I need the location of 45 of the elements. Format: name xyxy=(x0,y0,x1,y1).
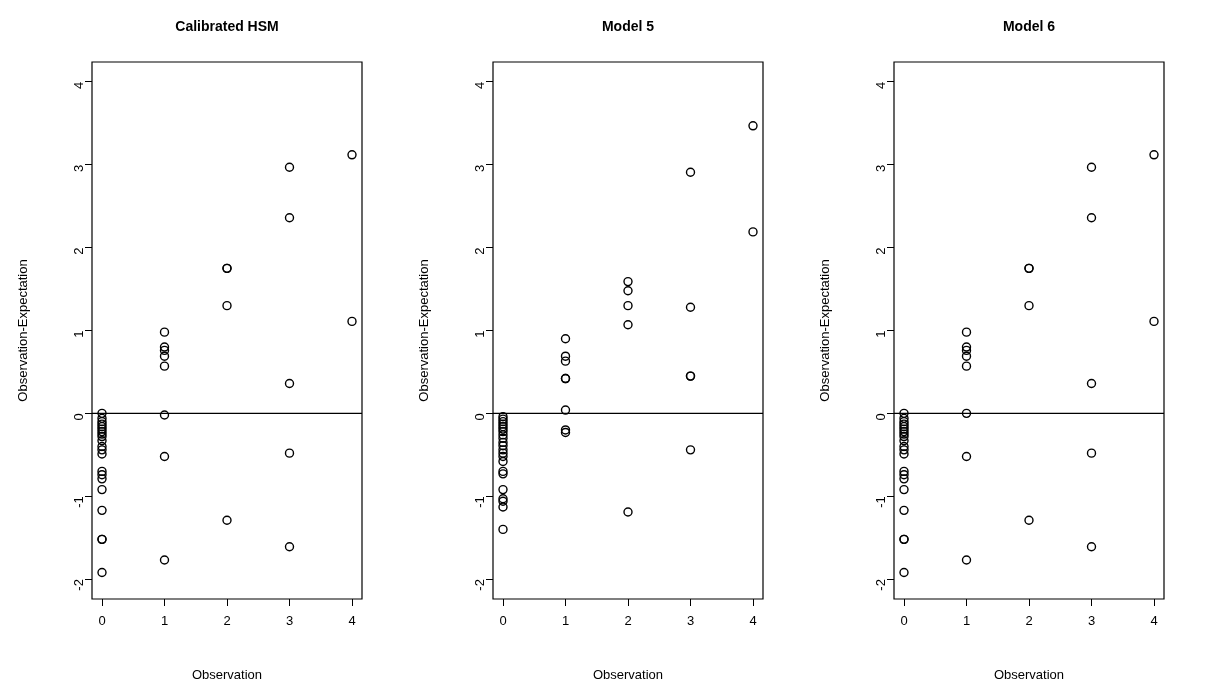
x-tick-label: 2 xyxy=(624,613,632,629)
y-tick-label: 0 xyxy=(70,413,86,421)
x-tick-label: 4 xyxy=(1150,613,1158,629)
y-tick-label: 4 xyxy=(471,81,487,90)
y-tick-label: -2 xyxy=(872,579,888,591)
y-axis-title: Observation-Expectation xyxy=(416,259,432,402)
y-tick-label: 3 xyxy=(872,164,888,172)
x-tick-label: 0 xyxy=(499,613,507,629)
x-tick-label: 4 xyxy=(749,613,757,629)
y-tick-label: 3 xyxy=(471,164,487,172)
y-tick-label: 0 xyxy=(872,413,888,421)
y-tick-label: -2 xyxy=(70,579,86,591)
chart-title: Calibrated HSM xyxy=(175,17,279,34)
y-tick-label: 4 xyxy=(872,81,888,90)
y-tick-label: -1 xyxy=(471,496,487,508)
y-tick-label: 1 xyxy=(872,330,888,338)
x-tick-label: 0 xyxy=(900,613,908,629)
x-axis-title: Observation xyxy=(993,666,1065,682)
y-tick-label: 1 xyxy=(70,330,86,338)
y-tick-label: -1 xyxy=(872,496,888,508)
y-tick-label: 2 xyxy=(471,247,487,255)
y-tick-label: 3 xyxy=(70,164,86,172)
y-tick-label: 0 xyxy=(471,413,487,421)
x-tick-label: 1 xyxy=(561,613,570,629)
y-tick-label: 4 xyxy=(70,81,86,90)
x-tick-label: 2 xyxy=(223,613,231,629)
x-tick-label: 3 xyxy=(686,613,695,629)
x-tick-label: 2 xyxy=(1025,613,1033,629)
x-tick-label: 3 xyxy=(285,613,294,629)
x-axis-title: Observation xyxy=(592,666,664,682)
x-tick-label: 1 xyxy=(160,613,169,629)
y-tick-label: -1 xyxy=(70,496,86,508)
x-tick-label: 3 xyxy=(1087,613,1096,629)
y-tick-label: -2 xyxy=(471,579,487,591)
y-tick-label: 1 xyxy=(471,330,487,338)
y-axis-title: Observation-Expectation xyxy=(817,259,833,402)
y-tick-label: 2 xyxy=(872,247,888,255)
x-tick-label: 0 xyxy=(98,613,106,629)
x-axis-title: Observation xyxy=(191,666,263,682)
y-axis-title: Observation-Expectation xyxy=(15,259,31,402)
y-tick-label: 2 xyxy=(70,247,86,255)
x-tick-label: 4 xyxy=(348,613,356,629)
chart-title: Model 5 xyxy=(601,17,655,34)
chart-title: Model 6 xyxy=(1002,17,1056,34)
x-tick-label: 1 xyxy=(962,613,971,629)
